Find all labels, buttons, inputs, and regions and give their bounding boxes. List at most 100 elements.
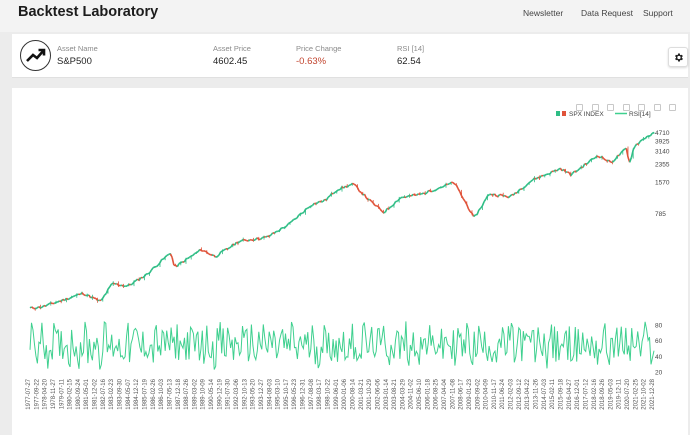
price-candle bbox=[398, 197, 402, 200]
legend-rsi[interactable]: RSI[14] bbox=[615, 110, 651, 119]
gear-icon bbox=[675, 53, 683, 62]
x-axis-labels: 1977-07-27 1977-09-22 1978-04-20 1978-11-27… bbox=[26, 378, 656, 409]
date-tick-label: 1979-07-11 bbox=[59, 378, 65, 409]
price-candle bbox=[301, 211, 305, 215]
price-candle bbox=[34, 307, 38, 310]
price-candle bbox=[171, 257, 175, 266]
rsi-tick-label: 60 bbox=[655, 338, 663, 345]
price-candle bbox=[582, 163, 586, 168]
price-candle bbox=[300, 212, 303, 215]
price-candle bbox=[135, 278, 139, 282]
price-candle bbox=[148, 269, 152, 274]
price-candle bbox=[169, 253, 173, 258]
price-candle bbox=[596, 155, 599, 158]
price-candle bbox=[36, 306, 40, 309]
price-candle bbox=[634, 143, 638, 148]
price-candle bbox=[46, 303, 50, 306]
price-candle bbox=[187, 256, 190, 260]
price-candle bbox=[311, 202, 315, 207]
price-candle bbox=[73, 294, 76, 298]
price-candle bbox=[577, 168, 581, 172]
price-candle bbox=[556, 168, 560, 172]
date-tick-label: 2011-06-24 bbox=[500, 378, 506, 409]
price-candle bbox=[166, 253, 170, 257]
trending-up-icon bbox=[20, 40, 51, 71]
asset-name-value: S&P500 bbox=[57, 56, 92, 67]
play-icon[interactable] bbox=[653, 104, 661, 111]
price-candle bbox=[29, 306, 33, 309]
nav-data-request[interactable]: Data Request bbox=[581, 8, 633, 18]
date-tick-label: 1994-08-03 bbox=[267, 378, 273, 409]
eye-icon[interactable] bbox=[638, 104, 646, 111]
price-candle bbox=[580, 166, 584, 169]
lasso-icon[interactable] bbox=[591, 104, 599, 111]
price-candle bbox=[467, 208, 471, 213]
price-candle bbox=[119, 284, 123, 287]
price-candle bbox=[372, 202, 376, 206]
date-tick-label: 2003-08-21 bbox=[392, 378, 398, 409]
price-candle bbox=[40, 306, 43, 309]
camera-icon[interactable] bbox=[576, 104, 584, 111]
legend-spx[interactable]: SPX INDEX bbox=[555, 110, 604, 119]
price-candle bbox=[273, 230, 277, 234]
price-candle bbox=[164, 254, 168, 258]
price-candle bbox=[538, 175, 542, 179]
price-tick-label: 1570 bbox=[655, 180, 670, 187]
date-tick-label: 1999-06-01 bbox=[334, 378, 340, 409]
price-candle bbox=[507, 195, 511, 199]
date-tick-label: 2009-01-23 bbox=[467, 378, 473, 409]
chart-toolbar bbox=[572, 98, 676, 111]
date-tick-label: 1995-03-10 bbox=[276, 378, 282, 409]
price-candle bbox=[237, 241, 241, 244]
rsi-tick-label: 20 bbox=[655, 370, 663, 377]
plus-square-icon[interactable] bbox=[669, 104, 676, 111]
price-candle bbox=[363, 193, 368, 199]
date-tick-label: 2000-08-14 bbox=[351, 378, 357, 409]
price-candle bbox=[509, 193, 513, 197]
price-candle bbox=[102, 294, 106, 299]
price-candle bbox=[31, 306, 35, 310]
price-candle bbox=[611, 160, 615, 163]
price-candle bbox=[228, 246, 232, 249]
pencil-icon[interactable] bbox=[607, 104, 615, 111]
date-tick-label: 1982-07-16 bbox=[101, 378, 107, 409]
date-tick-label: 1986-02-26 bbox=[151, 378, 157, 409]
price-candle bbox=[549, 170, 553, 175]
price-candle bbox=[190, 254, 194, 257]
asset-price-value: 4602.45 bbox=[213, 56, 248, 67]
price-candle bbox=[348, 184, 351, 187]
nav-support[interactable]: Support bbox=[643, 8, 673, 18]
date-tick-label: 1987-12-18 bbox=[176, 378, 182, 409]
price-candle bbox=[478, 207, 482, 211]
price-candle bbox=[442, 185, 445, 188]
price-candle bbox=[410, 193, 414, 197]
price-candle bbox=[67, 297, 71, 301]
nav-newsletter[interactable]: Newsletter bbox=[523, 8, 564, 18]
price-candle bbox=[570, 172, 574, 177]
price-candle bbox=[91, 296, 95, 299]
price-candle bbox=[346, 184, 350, 188]
date-tick-label: 2021-10-02 bbox=[642, 378, 648, 409]
date-tick-label: 1978-04-20 bbox=[43, 378, 49, 409]
date-tick-label: 2010-04-09 bbox=[484, 378, 490, 409]
price-candle bbox=[270, 232, 274, 236]
date-tick-label: 2018-02-16 bbox=[592, 378, 598, 409]
price-candle bbox=[138, 277, 142, 281]
settings-button[interactable] bbox=[668, 47, 688, 67]
price-candle bbox=[294, 217, 298, 220]
price-candle bbox=[185, 257, 188, 260]
price-candle bbox=[622, 148, 626, 152]
price-candle bbox=[291, 219, 295, 222]
date-tick-label: 2021-02-25 bbox=[633, 378, 639, 409]
price-candle bbox=[530, 179, 534, 182]
date-tick-label: 2016-04-27 bbox=[567, 378, 573, 409]
date-tick-label: 2004-11-02 bbox=[409, 378, 415, 409]
asset-name-label: Asset Name bbox=[57, 44, 98, 53]
heart-icon[interactable] bbox=[622, 104, 630, 111]
asset-name-stat: Asset Name S&P500 bbox=[57, 44, 98, 67]
price-candle bbox=[567, 171, 570, 174]
app-title[interactable]: Backtest Laboratory bbox=[18, 4, 159, 20]
date-tick-label: 1986-10-03 bbox=[159, 378, 165, 409]
date-tick-label: 2021-12-28 bbox=[650, 378, 656, 409]
